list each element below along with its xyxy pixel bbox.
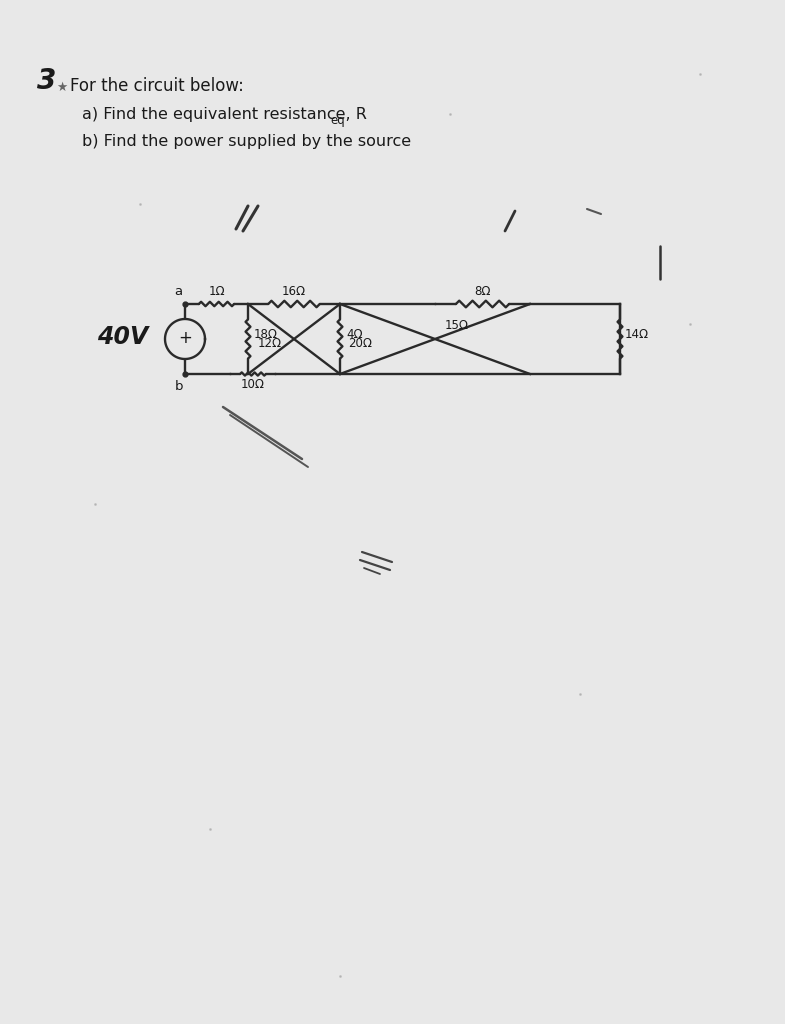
Text: 10Ω: 10Ω [241, 378, 265, 391]
Text: ★: ★ [56, 81, 68, 94]
Text: a: a [173, 285, 182, 298]
Text: 40V: 40V [97, 325, 148, 349]
Text: 8Ω: 8Ω [474, 285, 491, 298]
Text: 14Ω: 14Ω [625, 329, 649, 341]
Text: 18Ω: 18Ω [254, 329, 278, 341]
Text: a) Find the equivalent resistance, R: a) Find the equivalent resistance, R [82, 106, 367, 122]
Text: 3: 3 [37, 67, 57, 95]
Text: +: + [178, 329, 192, 347]
Text: 1Ω: 1Ω [208, 285, 225, 298]
Text: b: b [174, 380, 183, 393]
Text: 15Ω: 15Ω [445, 319, 469, 332]
Text: 20Ω: 20Ω [348, 337, 372, 350]
Text: b) Find the power supplied by the source: b) Find the power supplied by the source [82, 134, 411, 150]
Text: 16Ω: 16Ω [282, 285, 306, 298]
Text: eq: eq [330, 114, 345, 127]
Text: 4Ω: 4Ω [346, 329, 363, 341]
Text: For the circuit below:: For the circuit below: [70, 77, 244, 95]
Text: 12Ω: 12Ω [258, 337, 282, 350]
